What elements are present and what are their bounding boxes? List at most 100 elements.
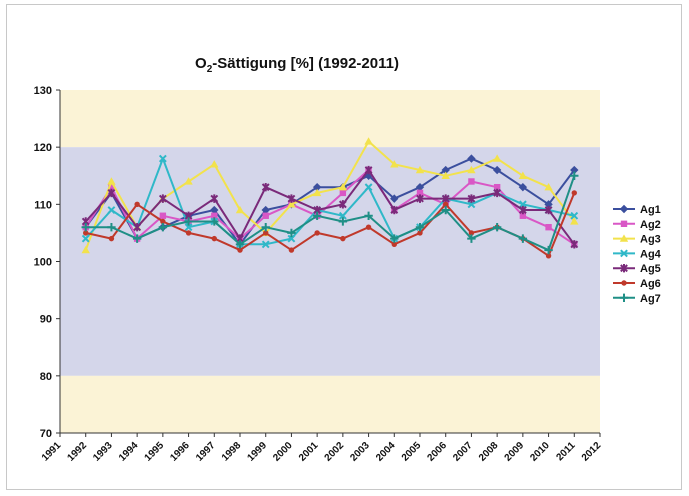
data-point-ag3	[518, 171, 528, 179]
data-point-ag7	[261, 223, 270, 232]
x-tick-label: 1992	[65, 440, 89, 464]
data-point-ag5	[133, 223, 142, 232]
data-point-ag1	[467, 154, 476, 163]
data-point-ag7	[210, 217, 219, 226]
data-point-ag2	[211, 212, 218, 219]
data-point-ag6	[391, 241, 397, 248]
x-tick-label: 1998	[220, 440, 244, 464]
legend-label-ag6: Ag6	[640, 278, 661, 290]
data-point-ag4	[107, 206, 116, 214]
legend-item-ag6: Ag6	[613, 278, 661, 290]
series-line-ag3	[84, 140, 576, 251]
series-layer	[81, 137, 579, 259]
data-point-ag6	[288, 247, 295, 253]
x-tick-label: 1997	[194, 440, 218, 464]
x-tick-label: 2005	[400, 440, 424, 464]
data-point-ag5	[338, 200, 347, 209]
data-point-ag5	[518, 205, 527, 215]
y-tick-label: 120	[34, 142, 52, 154]
y-tick-label: 90	[40, 314, 52, 326]
data-point-ag3	[184, 177, 193, 185]
data-point-ag4	[518, 200, 527, 209]
data-point-ag7	[415, 223, 425, 232]
data-point-ag6	[571, 190, 577, 196]
data-point-ag1	[210, 205, 219, 215]
data-point-ag3	[492, 154, 502, 162]
data-point-ag2	[339, 189, 347, 197]
legend-marker-ag7	[619, 293, 629, 302]
data-point-ag3	[338, 182, 348, 191]
data-point-ag5	[210, 194, 219, 203]
data-point-ag3	[364, 137, 373, 145]
x-tick-labels: 1991 1992 1993 1994 1995 1996 1997 1998 1999 2000…	[40, 440, 604, 464]
data-point-ag2	[416, 189, 424, 197]
data-point-ag6	[545, 253, 552, 259]
data-point-ag2	[493, 183, 501, 191]
x-tick-label: 2012	[580, 440, 604, 464]
data-point-ag7	[184, 217, 193, 226]
x-tick-label: 2009	[503, 440, 527, 464]
data-point-ag4	[81, 234, 90, 243]
chart-frame: O2-Sättigung [%] (1992-2011) 70 80 90 100 11…	[6, 4, 682, 490]
data-point-ag6	[443, 201, 449, 208]
data-point-ag6	[365, 224, 372, 230]
legend-label-ag4: Ag4	[640, 248, 662, 260]
data-point-ag1	[415, 182, 425, 192]
data-point-ag2	[545, 224, 552, 231]
series-ag7	[81, 171, 579, 255]
series-ag5	[81, 165, 579, 249]
legend-marker-ag5	[620, 264, 628, 273]
data-point-ag7	[518, 234, 528, 243]
data-point-ag3	[441, 171, 450, 179]
data-point-ag7	[235, 240, 245, 249]
x-tick-label: 2000	[271, 440, 295, 464]
series-line-ag7	[85, 175, 576, 252]
data-point-ag3	[81, 245, 90, 254]
data-point-ag1	[261, 205, 270, 215]
data-point-ag6	[314, 230, 320, 236]
data-point-ag1	[390, 194, 399, 203]
y-tick-label: 130	[34, 85, 52, 97]
data-point-ag5	[287, 194, 296, 203]
data-point-ag1	[544, 200, 553, 209]
data-point-ag4	[184, 223, 193, 232]
data-point-ag2	[519, 212, 527, 219]
data-point-ag7	[338, 217, 348, 226]
series-line-ag2	[84, 169, 575, 246]
chart: O2-Sättigung [%] (1992-2011) 70 80 90 100 11…	[34, 55, 662, 464]
data-point-ag2	[108, 183, 115, 191]
data-point-ag7	[364, 211, 373, 220]
data-point-ag7	[81, 223, 90, 232]
data-point-ag6	[134, 201, 140, 208]
y-tick-label: 110	[34, 199, 52, 211]
plot-bands	[60, 90, 600, 433]
data-point-ag5	[467, 194, 476, 203]
data-point-ag1	[441, 165, 450, 175]
legend-item-ag7: Ag7	[613, 293, 661, 305]
data-point-ag4	[261, 240, 270, 249]
data-point-ag7	[570, 171, 579, 180]
data-point-ag1	[518, 182, 528, 192]
x-tick-label: 2011	[554, 440, 577, 463]
legend-item-ag1: Ag1	[613, 204, 661, 216]
data-point-ag4	[158, 154, 167, 163]
data-point-ag5	[416, 194, 424, 203]
data-point-ag7	[287, 228, 296, 238]
data-point-ag6	[417, 230, 423, 236]
data-point-ag5	[570, 240, 579, 249]
data-point-ag4	[364, 183, 373, 192]
plot-band-1	[60, 147, 600, 376]
data-point-ag3	[235, 205, 245, 214]
x-tick-label: 1995	[143, 440, 167, 464]
data-point-ag7	[132, 234, 142, 243]
data-point-ag3	[107, 177, 116, 185]
data-point-ag7	[107, 223, 116, 232]
legend-item-ag4: Ag4	[613, 248, 662, 260]
y-tick-label: 70	[40, 428, 52, 440]
legend-label-ag5: Ag5	[640, 263, 661, 275]
x-tick-label: 2007	[451, 440, 475, 464]
data-point-ag4	[338, 211, 347, 220]
data-point-ag5	[441, 194, 450, 203]
y-tick-labels: 70 80 90 100 110 120 130	[34, 85, 52, 440]
x-tick-label: 2003	[348, 440, 372, 464]
